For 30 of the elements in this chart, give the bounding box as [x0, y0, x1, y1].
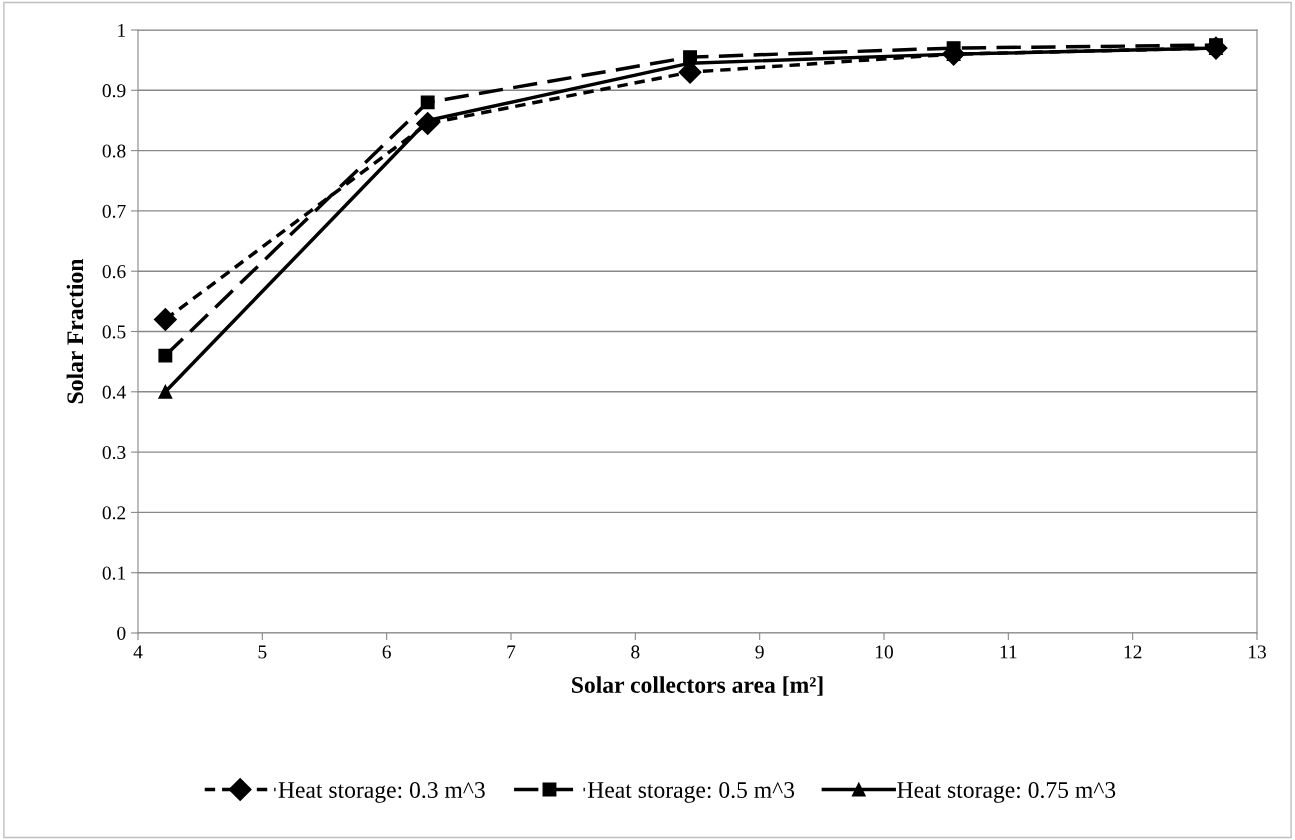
point	[153, 307, 177, 331]
legend-label: Heat storage: 0.5 m^3	[587, 782, 795, 803]
y-tick-label: 0.7	[102, 204, 126, 218]
legend-label: Heat storage: 0.3 m^3	[278, 782, 485, 803]
x-tick-label: 11	[1000, 645, 1017, 659]
x-tick-label: 5	[258, 645, 267, 659]
y-tick-label: 0.4	[102, 385, 126, 399]
x-tick-label: 9	[755, 645, 764, 659]
y-tick-label: 0.2	[102, 506, 126, 520]
y-tick-label: 0.1	[102, 566, 126, 580]
x-axis-title: Solar collectors area [m²]	[572, 676, 823, 696]
y-tick-label: 1	[118, 23, 126, 37]
y-tick-label: 0.8	[102, 144, 126, 158]
y-axis-title: Solar Fraction	[66, 258, 84, 404]
y-tick-label: 0.5	[102, 325, 126, 339]
y-tick-label: 0.9	[102, 84, 126, 98]
x-tick-label: 4	[133, 645, 143, 659]
x-tick-label: 8	[631, 645, 640, 659]
x-tick-label: 10	[875, 645, 893, 659]
y-tick-label: 0.6	[102, 265, 126, 279]
x-tick-label: 7	[507, 645, 516, 659]
x-tick-label: 13	[1248, 645, 1266, 659]
point	[158, 384, 173, 399]
legend-label: Heat storage: 0.75 m^3	[897, 782, 1116, 803]
point	[158, 348, 173, 363]
y-tick-label: 0.3	[102, 445, 126, 460]
y-tick-label: 0	[117, 626, 126, 640]
x-tick-label: 6	[382, 645, 391, 659]
point	[420, 95, 435, 110]
x-tick-label: 12	[1124, 645, 1142, 659]
